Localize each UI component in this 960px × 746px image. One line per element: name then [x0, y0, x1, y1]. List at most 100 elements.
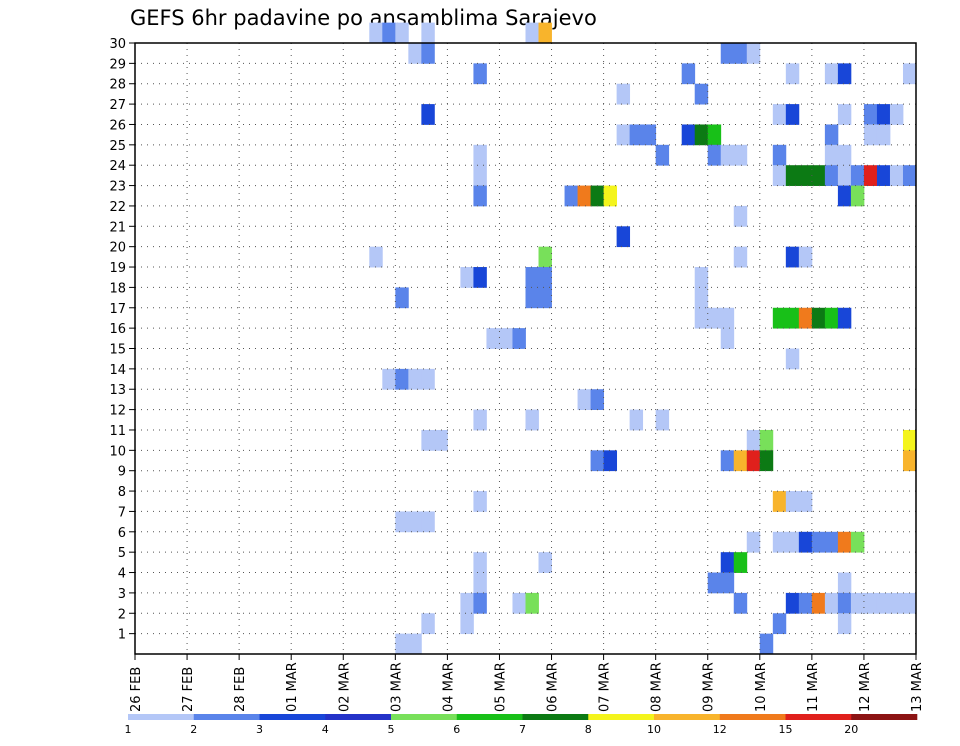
heatmap-cell [798, 592, 813, 614]
legend-swatch [719, 714, 786, 720]
heatmap-cell [369, 246, 383, 268]
heatmap-cell [876, 592, 891, 614]
heatmap-cell [421, 511, 435, 533]
heatmap-cell [759, 429, 774, 451]
heatmap-cell [733, 246, 748, 268]
x-tick-label: 08 MAR [650, 662, 665, 712]
legend-swatch [522, 714, 589, 720]
heatmap-cell [408, 368, 422, 390]
heatmap-cell [863, 165, 878, 186]
y-tick-label: 28 [109, 78, 126, 93]
heatmap-cell [473, 165, 487, 186]
legend-swatch [128, 714, 195, 720]
heatmap-cell [720, 328, 735, 349]
heatmap-cell [694, 287, 709, 309]
heatmap-cell [720, 450, 735, 472]
heatmap-cell [837, 104, 852, 125]
x-tick-label: 13 MAR [910, 662, 925, 712]
heatmap-cell [525, 267, 539, 288]
heatmap-cell [525, 409, 539, 431]
heatmap-cell [798, 246, 813, 268]
heatmap-cell [785, 348, 800, 370]
x-tick-label: 27 FEB [181, 667, 196, 712]
heatmap-cell [772, 491, 787, 512]
heatmap-cell [473, 572, 487, 594]
legend-swatch [456, 714, 523, 720]
heatmap-cell [707, 144, 722, 166]
heatmap-cell [837, 144, 852, 166]
y-tick-label: 19 [109, 261, 126, 276]
heatmap-cell [876, 165, 891, 186]
heatmap-cell [876, 124, 891, 146]
heatmap-cell [473, 552, 487, 573]
heatmap-cell [681, 63, 696, 85]
x-tick-label: 26 FEB [129, 667, 144, 712]
y-tick-label: 4 [118, 567, 126, 582]
x-tick-label: 10 MAR [754, 662, 769, 712]
y-tick-label: 13 [109, 383, 126, 398]
legend-label: 5 [388, 723, 395, 736]
heatmap-cell [824, 531, 839, 553]
heatmap-cell [473, 491, 487, 512]
heatmap-cell [772, 144, 787, 166]
heatmap-cell [850, 531, 865, 553]
heatmap-cell [720, 43, 735, 64]
heatmap-cell [759, 633, 774, 655]
y-tick-label: 6 [118, 526, 126, 541]
legend-swatch [391, 714, 458, 720]
y-tick-label: 22 [109, 200, 126, 215]
heatmap-cell [694, 124, 709, 146]
y-tick-label: 27 [109, 98, 126, 113]
heatmap-cell [837, 572, 852, 594]
heatmap-cell [473, 409, 487, 431]
heatmap-cell [642, 124, 657, 146]
heatmap-cell [746, 43, 761, 64]
heatmap-cell [590, 450, 604, 472]
heatmap-cell [395, 22, 409, 44]
legend-label: 7 [519, 723, 526, 736]
heatmap-cell [863, 104, 878, 125]
y-tick-label: 12 [109, 404, 126, 419]
x-tick-label: 12 MAR [858, 662, 873, 712]
heatmap-cell [902, 429, 917, 451]
heatmap-cell [473, 144, 487, 166]
heatmap-cell [538, 246, 552, 268]
heatmap-cell [525, 22, 539, 44]
heatmap-cell [902, 165, 917, 186]
x-tick-label: 05 MAR [493, 662, 508, 712]
heatmap-cell [421, 368, 435, 390]
heatmap-cell [798, 165, 813, 186]
x-tick-label: 11 MAR [806, 662, 821, 712]
legend-label: 2 [190, 723, 197, 736]
legend-swatch [325, 714, 392, 720]
y-tick-label: 9 [118, 465, 126, 480]
legend-label: 3 [256, 723, 263, 736]
heatmap-cell [889, 165, 904, 186]
heatmap-cell [460, 613, 474, 635]
x-tick-label: 28 FEB [233, 667, 248, 712]
heatmap-cell [512, 328, 526, 349]
heatmap-cell [733, 144, 748, 166]
heatmap-cell [421, 613, 435, 635]
heatmap-cell [408, 633, 422, 655]
heatmap-cell [798, 531, 813, 553]
heatmap-cell [655, 144, 670, 166]
heatmap-cell [707, 124, 722, 146]
heatmap-cell [720, 552, 735, 573]
heatmap-cell [733, 450, 748, 472]
y-tick-label: 7 [118, 505, 126, 520]
heatmap-cell [707, 307, 722, 329]
legend-swatch [193, 714, 260, 720]
heatmap-cell [785, 63, 800, 85]
heatmap-cell [577, 389, 591, 410]
heatmap-cell [889, 592, 904, 614]
heatmap-cell [382, 368, 396, 390]
legend-swatch [588, 714, 655, 720]
y-tick-label: 18 [109, 281, 126, 296]
heatmap-cell [772, 613, 787, 635]
heatmap-cell [785, 104, 800, 125]
heatmap-cell [408, 511, 422, 533]
heatmap-cell [785, 307, 800, 329]
legend-swatch [851, 714, 918, 720]
heatmap-cell [772, 531, 787, 553]
